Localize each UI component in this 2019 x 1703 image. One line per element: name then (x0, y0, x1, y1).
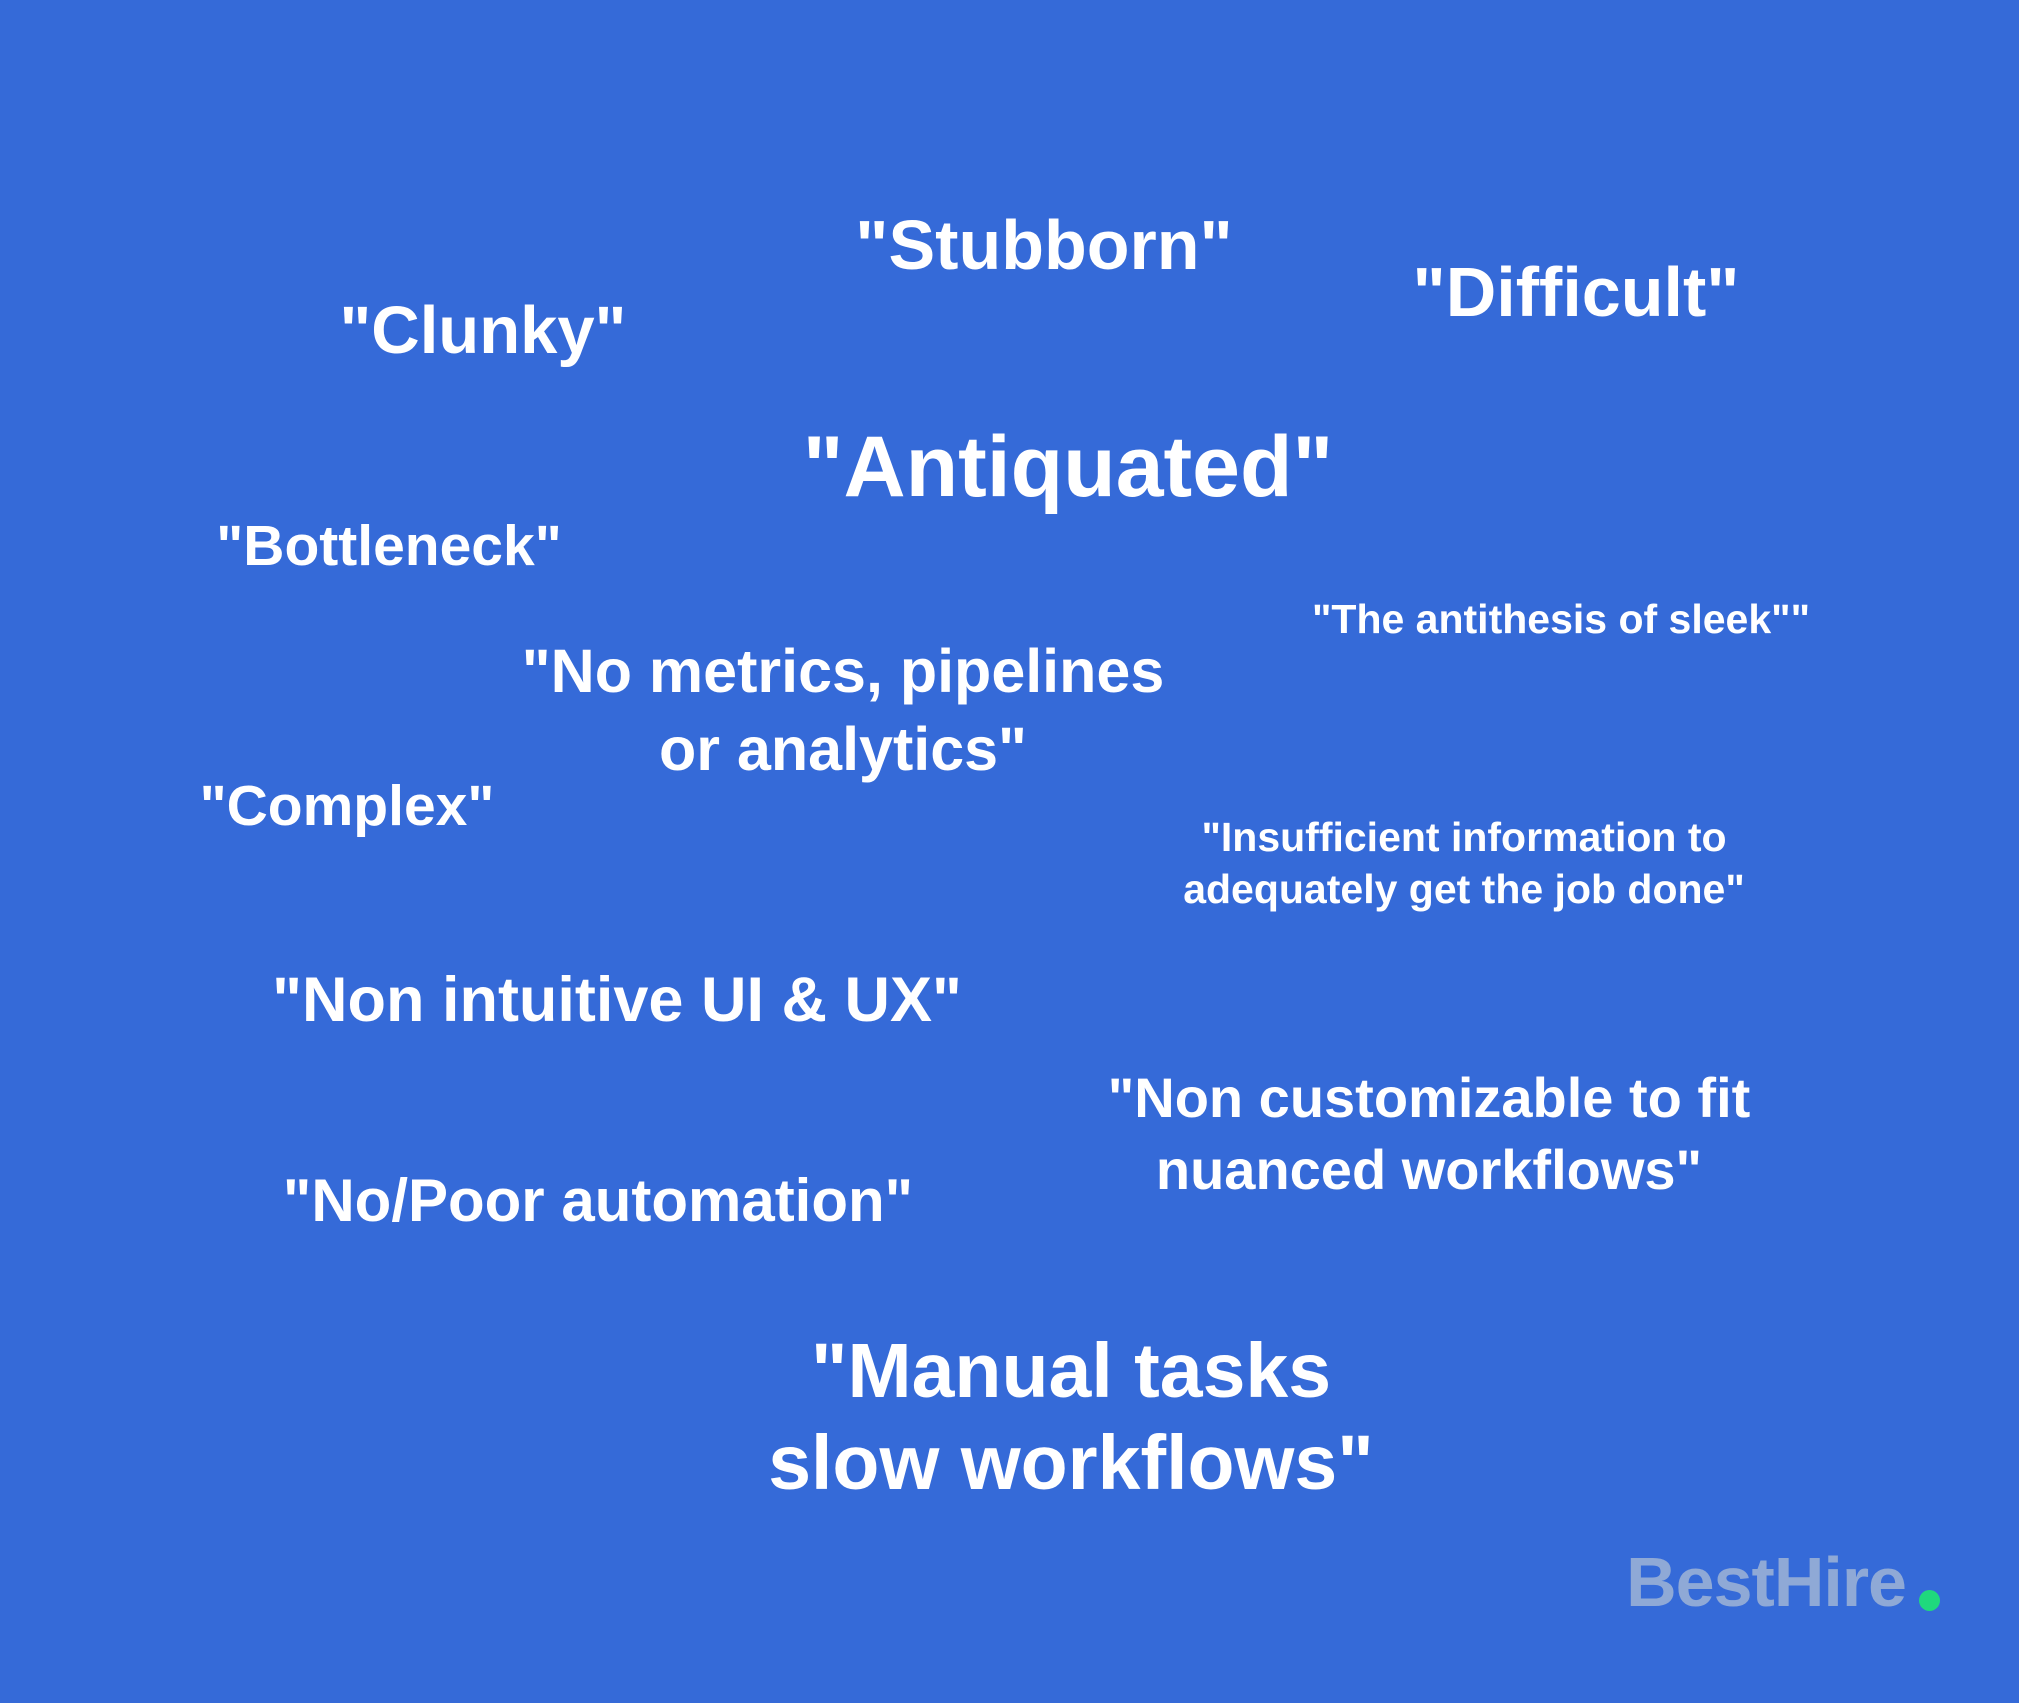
brand-name: BestHire (1626, 1543, 1907, 1621)
phrase-poor-automation: "No/Poor automation" (282, 1167, 914, 1234)
phrase-complex: "Complex" (199, 774, 495, 838)
phrase-no-metrics: "No metrics, pipelines or analytics" (522, 632, 1165, 788)
phrase-non-customizable: "Non customizable to fit nuanced workflo… (1108, 1062, 1751, 1205)
phrase-non-customizable-line1: "Non customizable to fit (1107, 1066, 1751, 1129)
phrase-antiquated: "Antiquated" (802, 419, 1334, 515)
phrase-clunky: "Clunky" (339, 293, 627, 368)
phrase-insufficient-line1: "Insufficient information to (1201, 814, 1727, 860)
phrase-insufficient-line2: adequately get the job done" (1183, 866, 1745, 913)
phrase-bottleneck: "Bottleneck" (216, 514, 562, 578)
phrase-manual-tasks: "Manual tasks slow workflows" (768, 1325, 1374, 1510)
phrase-non-customizable-line2: nuanced workflows" (1155, 1137, 1703, 1201)
phrase-antithesis-of-sleek: "The antithesis of sleek"" (1311, 596, 1811, 642)
phrase-difficult: "Difficult" (1412, 253, 1740, 331)
phrase-manual-tasks-line1: "Manual tasks (810, 1328, 1332, 1414)
phrase-manual-tasks-line2: slow workflows" (768, 1420, 1374, 1507)
phrase-stubborn: "Stubborn" (855, 206, 1233, 284)
phrase-non-intuitive-ui-ux: "Non intuitive UI & UX" (272, 965, 962, 1035)
brand-dot-icon (1919, 1590, 1940, 1611)
phrase-no-metrics-line1: "No metrics, pipelines (521, 637, 1165, 705)
phrase-no-metrics-line2: or analytics" (659, 715, 1027, 784)
brand-logo: BestHire (1626, 1547, 1940, 1617)
phrase-insufficient-information: "Insufficient information to adequately … (1183, 811, 1745, 916)
